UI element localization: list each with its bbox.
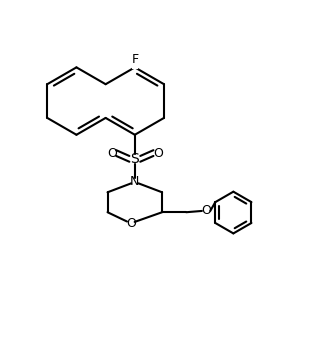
Text: O: O xyxy=(126,217,136,230)
Text: O: O xyxy=(201,204,211,217)
Text: O: O xyxy=(153,146,163,160)
Text: N: N xyxy=(130,175,140,189)
Text: O: O xyxy=(107,146,117,160)
Text: F: F xyxy=(131,53,138,66)
Text: S: S xyxy=(130,152,139,166)
